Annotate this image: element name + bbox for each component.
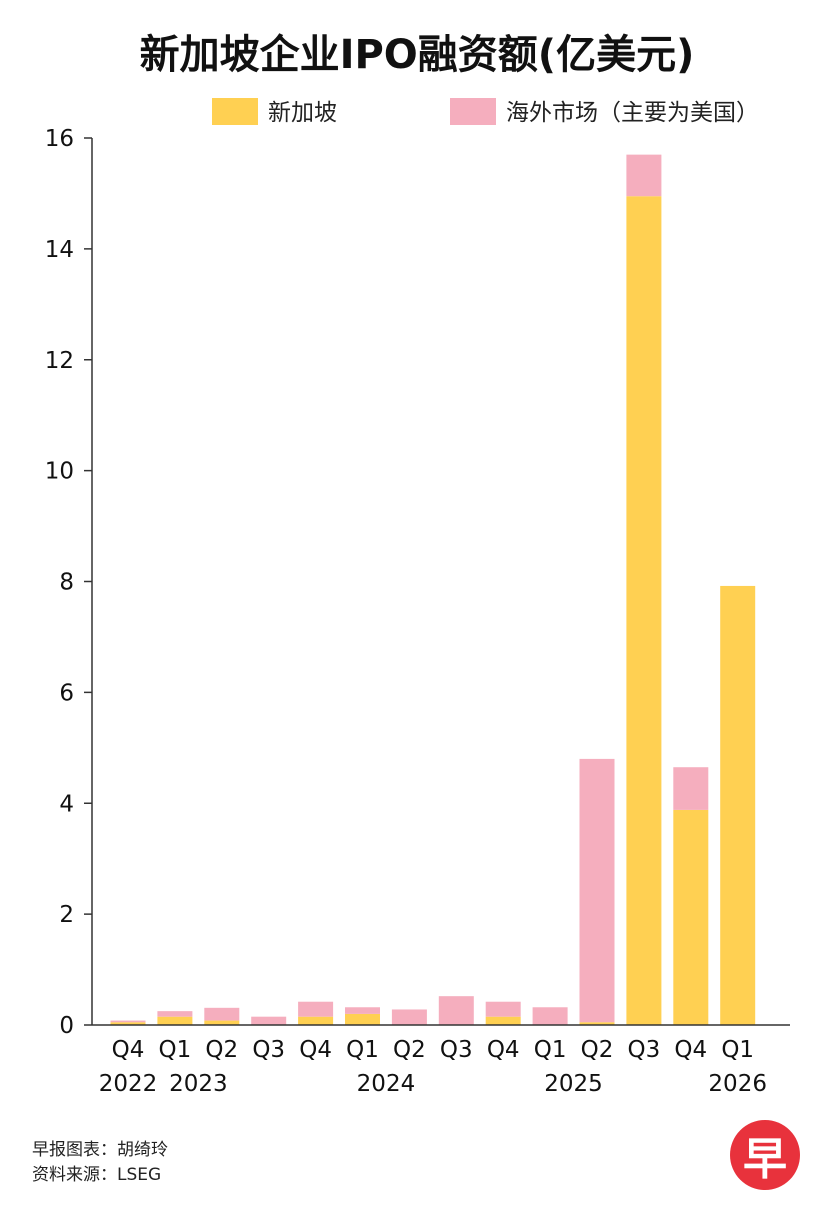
y-tick-label: 12 [45, 348, 74, 374]
bar-overseas-4 [298, 1001, 334, 1017]
bar-overseas-9 [532, 1007, 568, 1025]
x-axis-years: 2022 2023 2024 2025 2026 [99, 1071, 767, 1097]
x-tick-label: Q2 [205, 1037, 238, 1063]
x-axis: Q4 Q1 Q2 Q3 Q4 Q1 Q2 Q3 Q4 Q1 Q2 Q3 Q4 Q1 [92, 1024, 790, 1063]
bar-overseas-12 [673, 767, 709, 810]
x-tick-label: Q1 [721, 1037, 754, 1063]
bar-overseas-8 [485, 1001, 521, 1017]
bar-singapore-1 [157, 1016, 193, 1025]
x-tick-label: Q3 [440, 1037, 473, 1063]
y-tick-label: 10 [45, 459, 74, 485]
y-tick-label: 14 [45, 237, 74, 263]
y-tick-label: 0 [59, 1013, 74, 1039]
bar-overseas-3 [251, 1016, 287, 1025]
y-tick-label: 8 [59, 570, 74, 596]
bar-overseas-6 [391, 1009, 427, 1025]
y-axis: 0 2 4 6 8 10 12 14 16 [45, 126, 93, 1039]
bar-overseas-11 [626, 154, 662, 197]
plot-area [110, 154, 756, 1026]
x-tick-label: Q3 [628, 1037, 661, 1063]
legend-swatch-singapore [212, 98, 258, 125]
legend-label-singapore: 新加坡 [268, 100, 337, 126]
y-tick-label: 4 [59, 791, 74, 817]
bar-singapore-11 [626, 196, 662, 1026]
bar-overseas-0 [110, 1020, 146, 1023]
x-tick-label: Q1 [534, 1037, 567, 1063]
x-tick-label: Q2 [581, 1037, 614, 1063]
x-tick-label: Q4 [487, 1037, 520, 1063]
bar-overseas-1 [157, 1011, 193, 1017]
legend-swatch-overseas [450, 98, 496, 125]
bar-singapore-0 [110, 1022, 146, 1025]
bar-singapore-13 [720, 585, 756, 1025]
bar-overseas-7 [438, 996, 474, 1025]
y-tick-label: 6 [59, 680, 74, 706]
bar-singapore-4 [298, 1016, 334, 1025]
x-tick-label: Q4 [112, 1037, 145, 1063]
x-year-label: 2023 [169, 1071, 228, 1097]
zaobao-logo: 早 [730, 1120, 800, 1190]
x-year-label: 2024 [357, 1071, 416, 1097]
legend-label-overseas: 海外市场（主要为美国） [506, 100, 759, 126]
x-year-label: 2025 [544, 1071, 603, 1097]
bar-singapore-10 [579, 1022, 615, 1025]
chart-title: 新加坡企业IPO融资额(亿美元) [140, 32, 695, 78]
bar-singapore-2 [204, 1020, 240, 1025]
x-year-label: 2026 [708, 1071, 767, 1097]
x-tick-label: Q4 [674, 1037, 707, 1063]
y-tick-label: 16 [45, 126, 74, 152]
bar-overseas-10 [579, 758, 615, 1023]
footer-credit: 早报图表：胡绮玲 [32, 1140, 168, 1160]
bar-singapore-5 [345, 1013, 380, 1025]
legend: 新加坡 海外市场（主要为美国） [212, 98, 759, 126]
bar-overseas-5 [345, 1007, 380, 1014]
y-tick-label: 2 [59, 902, 74, 928]
x-tick-label: Q1 [346, 1037, 379, 1063]
x-tick-label: Q3 [252, 1037, 285, 1063]
x-tick-label: Q4 [299, 1037, 332, 1063]
bar-singapore-8 [485, 1016, 521, 1025]
bar-singapore-12 [673, 809, 709, 1025]
x-year-label: 2022 [99, 1071, 158, 1097]
footer-source: 资料来源：LSEG [32, 1165, 162, 1185]
x-tick-label: Q1 [159, 1037, 192, 1063]
bar-overseas-2 [204, 1007, 240, 1021]
x-tick-label: Q2 [393, 1037, 426, 1063]
